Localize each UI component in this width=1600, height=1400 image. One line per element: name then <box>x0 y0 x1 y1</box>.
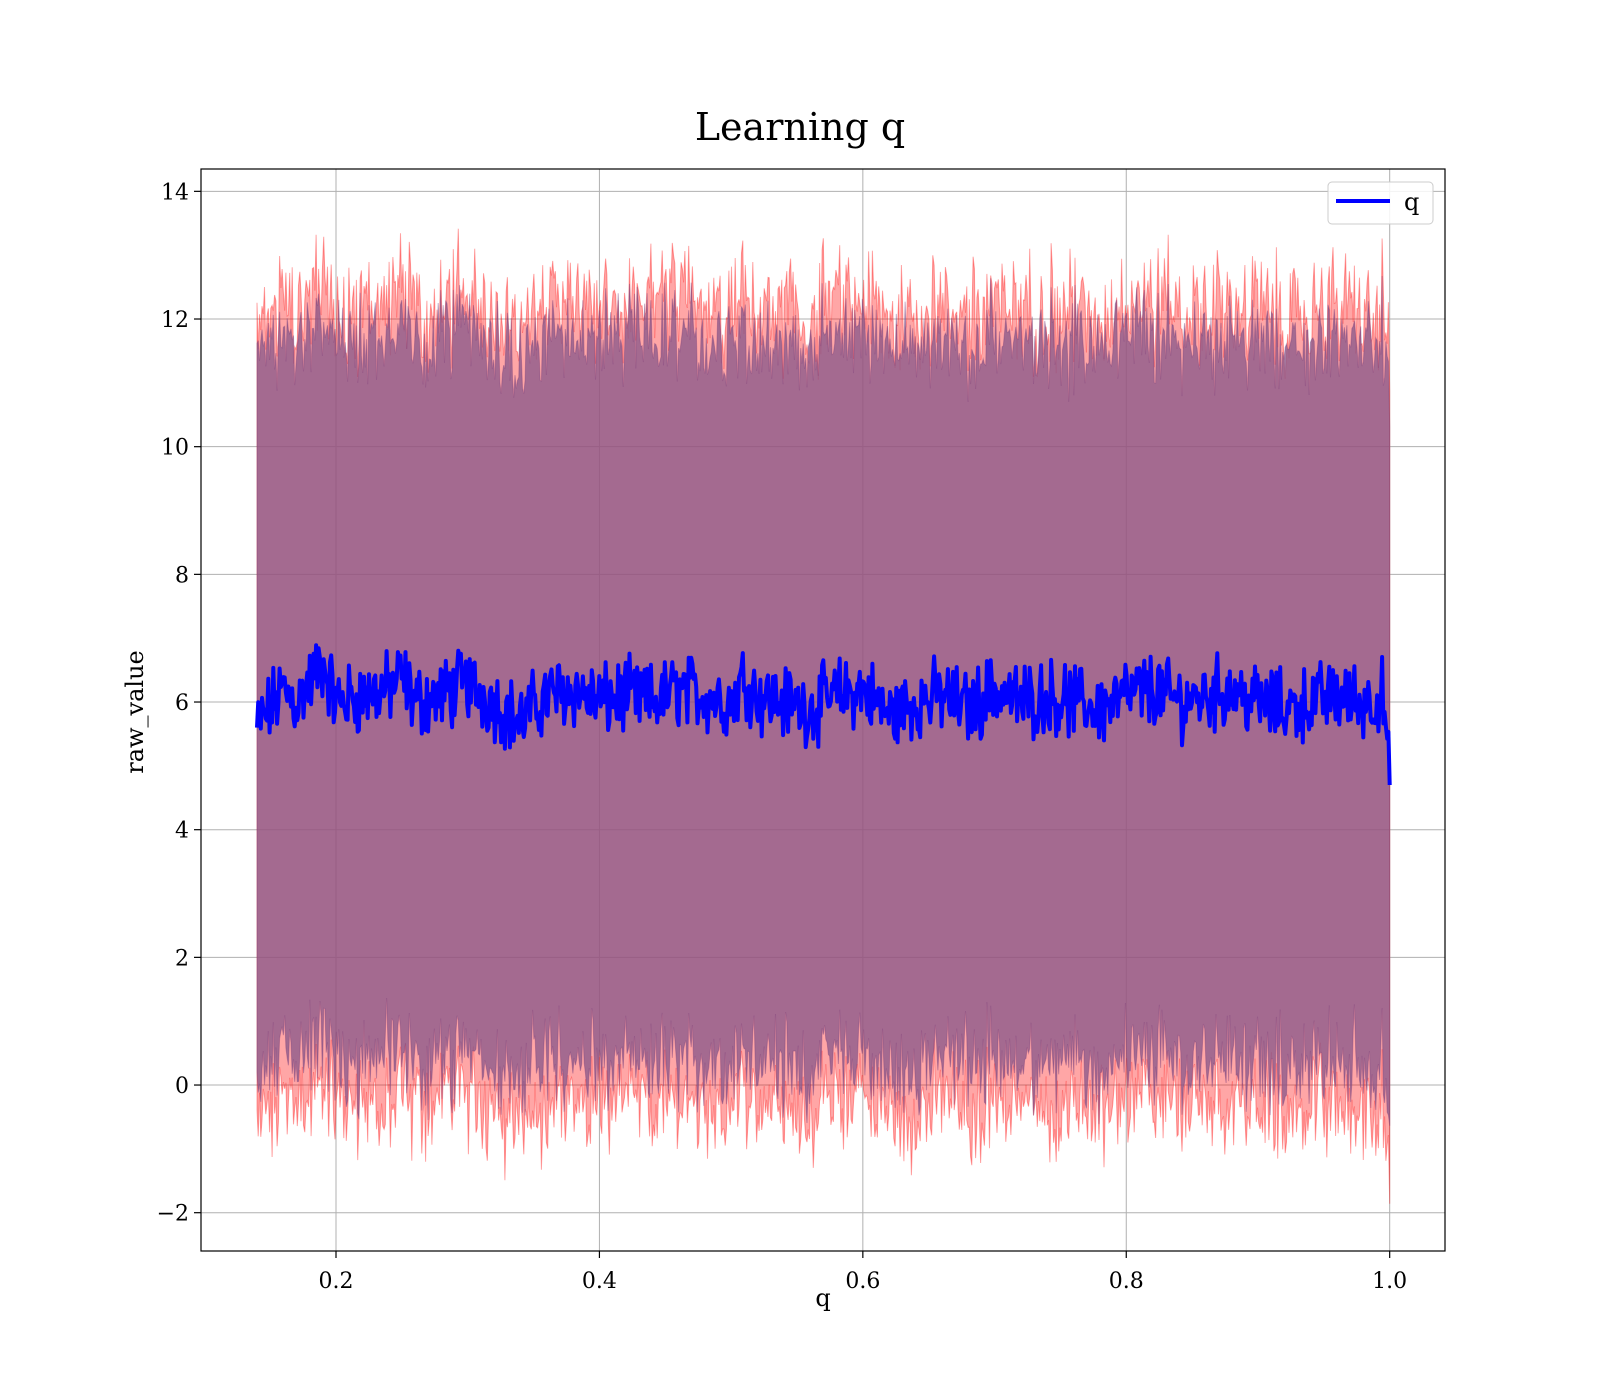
x-axis-label: q <box>815 1284 830 1312</box>
x-tick-label: 0.4 <box>582 1269 617 1294</box>
y-tick-label: 8 <box>175 563 189 588</box>
series-line-q <box>255 643 1392 786</box>
y-tick-label: 10 <box>161 436 189 461</box>
y-tick-label: 2 <box>175 946 189 971</box>
plot-frame <box>200 168 1446 1252</box>
y-tick-label: 14 <box>161 180 189 205</box>
y-tick-label: 4 <box>175 819 189 844</box>
y-axis-label: raw_value <box>121 650 149 774</box>
x-tick-label: 0.2 <box>319 1269 354 1294</box>
legend-label-q: q <box>1404 188 1419 216</box>
y-tick-label: 0 <box>175 1074 189 1099</box>
y-tick-label: −2 <box>157 1202 189 1227</box>
y-tick-label: 12 <box>161 308 189 333</box>
legend: q <box>1327 181 1434 225</box>
y-axis-ticks: −2 0 2 4 6 8 10 12 14 <box>157 180 201 1227</box>
chart-title: Learning q <box>695 105 905 149</box>
x-axis-ticks: 0.2 0.4 0.6 0.8 1.0 <box>319 1251 1407 1294</box>
x-tick-label: 0.8 <box>1109 1269 1144 1294</box>
x-tick-label: 0.6 <box>845 1269 880 1294</box>
series-lines <box>255 643 1392 786</box>
x-tick-label: 1.0 <box>1372 1269 1407 1294</box>
inner-band <box>256 275 1391 1126</box>
y-tick-label: 6 <box>175 691 189 716</box>
confidence-bands <box>256 228 1391 1204</box>
